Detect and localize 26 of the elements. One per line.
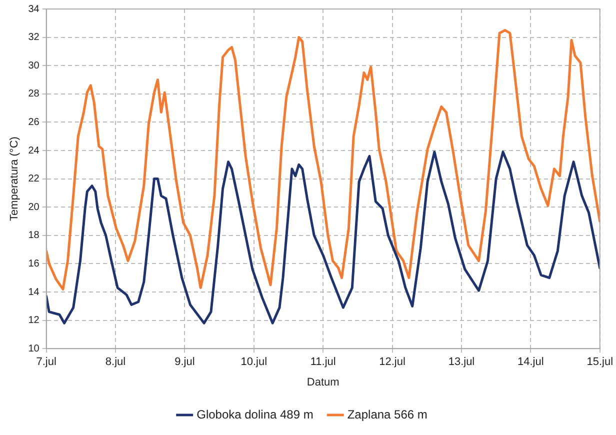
x-tick-label: 10.jul [240, 356, 268, 368]
y-tick-label: 14 [28, 286, 40, 298]
x-tick-label: 12.jul [379, 356, 406, 368]
x-tick-label: 7.jul [36, 356, 56, 368]
y-tick-label: 26 [28, 116, 40, 128]
x-tick-label: 14.jul [518, 356, 544, 368]
x-tick-label: 15.jul [586, 356, 613, 368]
legend-label: Globoka dolina 489 m [196, 407, 314, 422]
y-axis-title: Temperatura (°C) [8, 136, 21, 222]
x-axis-title: Datum [306, 376, 340, 388]
x-tick-label: 13.jul [448, 356, 475, 368]
y-tick-label: 16 [28, 258, 40, 270]
x-tick-label: 9.jul [174, 356, 195, 368]
y-tick-label: 34 [28, 4, 40, 15]
legend-label: Zaplana 566 m [347, 407, 428, 422]
y-tick-label: 18 [28, 230, 40, 242]
y-tick-label: 28 [28, 88, 40, 100]
y-tick-label: 12 [28, 315, 40, 326]
y-tick-label: 30 [28, 60, 40, 72]
x-tick-label: 8.jul [105, 356, 126, 368]
y-tick-label: 22 [28, 174, 40, 185]
x-tick-label: 11.jul [310, 356, 336, 368]
y-tick-label: 20 [28, 202, 40, 213]
y-tick-label: 10 [28, 343, 40, 354]
y-tick-label: 24 [28, 145, 40, 156]
y-tick-label: 32 [28, 32, 40, 44]
